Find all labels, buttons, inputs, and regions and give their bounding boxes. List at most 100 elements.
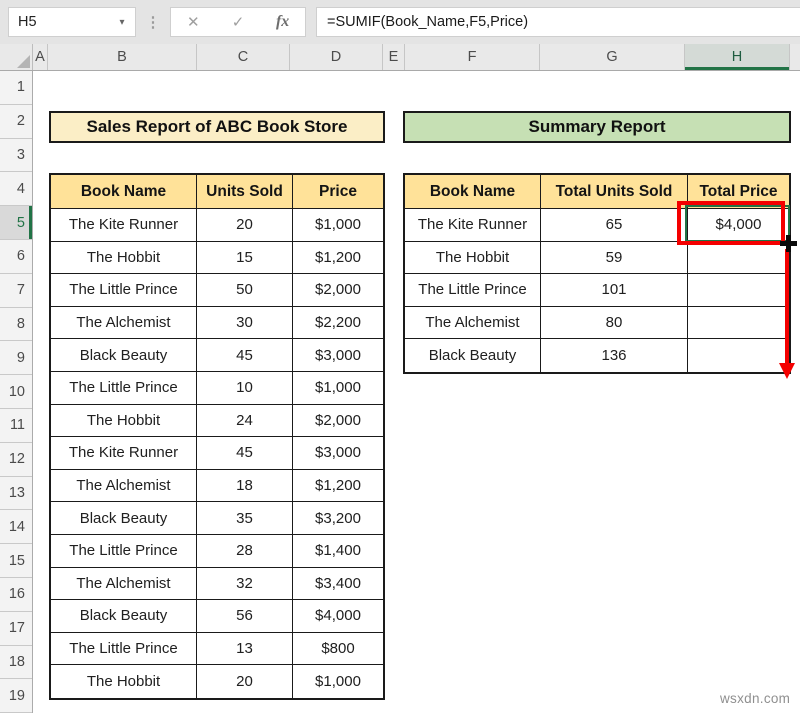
data-cell[interactable]: $2,200 [293, 306, 383, 340]
data-cell[interactable]: $2,000 [293, 274, 383, 307]
data-cell[interactable]: $3,200 [293, 502, 383, 535]
data-cell[interactable]: 20 [197, 209, 293, 242]
data-cell[interactable]: 13 [197, 632, 293, 666]
column-header-E[interactable]: E [383, 44, 405, 70]
data-cell[interactable]: $3,000 [293, 339, 383, 372]
row-header-18[interactable]: 18 [0, 646, 32, 680]
data-cell[interactable]: 20 [197, 665, 293, 698]
header-cell[interactable]: Book Name [51, 175, 197, 209]
column-header-C[interactable]: C [197, 44, 290, 70]
data-cell[interactable]: The Kite Runner [51, 209, 197, 242]
sales-report-title[interactable]: Sales Report of ABC Book Store [49, 111, 385, 143]
summary-report-title[interactable]: Summary Report [403, 111, 791, 143]
data-cell[interactable]: Black Beauty [51, 600, 197, 633]
data-cell[interactable]: The Little Prince [51, 632, 197, 666]
data-cell[interactable] [688, 241, 789, 275]
row-header-15[interactable]: 15 [0, 544, 32, 578]
data-cell[interactable] [688, 274, 789, 307]
column-header-D[interactable]: D [290, 44, 383, 70]
data-cell[interactable]: The Hobbit [51, 665, 197, 698]
data-cell[interactable]: 30 [197, 306, 293, 340]
data-cell[interactable]: The Little Prince [51, 371, 197, 405]
name-box-value[interactable]: H5 [18, 14, 37, 30]
row-header-10[interactable]: 10 [0, 375, 32, 409]
data-cell[interactable]: 28 [197, 534, 293, 568]
column-header-H[interactable]: H [685, 44, 790, 70]
data-cell[interactable]: The Hobbit [51, 241, 197, 275]
data-cell[interactable]: The Hobbit [51, 404, 197, 438]
data-cell[interactable]: 32 [197, 567, 293, 601]
row-header-1[interactable]: 1 [0, 71, 32, 105]
data-cell[interactable]: The Little Prince [405, 274, 541, 307]
data-cell[interactable]: The Kite Runner [405, 209, 541, 242]
name-box-dropdown-icon[interactable]: ▾ [119, 16, 125, 28]
data-cell[interactable]: Black Beauty [51, 339, 197, 372]
row-header-8[interactable]: 8 [0, 308, 32, 342]
data-cell[interactable] [688, 339, 789, 372]
data-cell[interactable]: 136 [541, 339, 688, 372]
row-header-9[interactable]: 9 [0, 341, 32, 376]
data-cell[interactable]: The Little Prince [51, 274, 197, 307]
header-cell[interactable]: Book Name [405, 175, 541, 209]
row-header-16[interactable]: 16 [0, 578, 32, 612]
data-cell[interactable]: 10 [197, 371, 293, 405]
data-cell[interactable]: $2,000 [293, 404, 383, 438]
data-cell[interactable]: $1,000 [293, 209, 383, 242]
formula-text[interactable]: =SUMIF(Book_Name,F5,Price) [327, 14, 529, 30]
data-cell[interactable]: 65 [541, 209, 688, 242]
data-cell[interactable]: $4,000 [293, 600, 383, 633]
column-header-partial[interactable] [790, 44, 800, 70]
row-header-2[interactable]: 2 [0, 105, 32, 139]
data-cell[interactable]: 59 [541, 241, 688, 275]
fill-handle-cursor-icon[interactable] [780, 235, 797, 252]
data-cell[interactable]: $1,000 [293, 665, 383, 698]
select-all-button[interactable] [0, 44, 33, 70]
row-header-6[interactable]: 6 [0, 240, 32, 274]
data-cell[interactable]: 45 [197, 437, 293, 470]
column-header-A[interactable]: A [33, 44, 48, 70]
data-cell[interactable]: The Alchemist [51, 306, 197, 340]
data-cell[interactable]: 24 [197, 404, 293, 438]
data-cell[interactable]: The Little Prince [51, 534, 197, 568]
header-cell[interactable]: Total Units Sold [541, 175, 688, 209]
data-cell[interactable]: The Alchemist [405, 306, 541, 340]
row-header-19[interactable]: 19 [0, 679, 32, 713]
row-header-12[interactable]: 12 [0, 443, 32, 477]
row-header-3[interactable]: 3 [0, 139, 32, 173]
header-cell[interactable]: Price [293, 175, 383, 209]
row-header-14[interactable]: 14 [0, 510, 32, 545]
data-cell[interactable]: $800 [293, 632, 383, 666]
data-cell[interactable]: 101 [541, 274, 688, 307]
insert-function-icon[interactable]: fx [275, 13, 290, 30]
data-cell[interactable]: The Hobbit [405, 241, 541, 275]
row-header-11[interactable]: 11 [0, 409, 32, 443]
data-cell[interactable]: 18 [197, 469, 293, 503]
data-cell[interactable]: 35 [197, 502, 293, 535]
data-cell[interactable]: The Kite Runner [51, 437, 197, 470]
data-cell[interactable]: $1,000 [293, 371, 383, 405]
data-cell[interactable]: The Alchemist [51, 469, 197, 503]
column-header-G[interactable]: G [540, 44, 685, 70]
name-box[interactable]: H5 ▾ [8, 7, 136, 37]
row-header-17[interactable]: 17 [0, 612, 32, 646]
data-cell[interactable]: $3,400 [293, 567, 383, 601]
data-cell[interactable]: $4,000 [688, 209, 789, 242]
data-cell[interactable]: 50 [197, 274, 293, 307]
data-cell[interactable]: 80 [541, 306, 688, 340]
data-cell[interactable] [688, 306, 789, 340]
data-cell[interactable]: $1,200 [293, 469, 383, 503]
toolbar-more-icon[interactable]: ⋮ [145, 14, 161, 31]
data-cell[interactable]: The Alchemist [51, 567, 197, 601]
column-header-B[interactable]: B [48, 44, 197, 70]
data-cell[interactable]: Black Beauty [405, 339, 541, 372]
data-cell[interactable]: 45 [197, 339, 293, 372]
row-header-4[interactable]: 4 [0, 172, 32, 207]
data-cell[interactable]: 15 [197, 241, 293, 275]
data-cell[interactable]: $1,200 [293, 241, 383, 275]
column-header-F[interactable]: F [405, 44, 540, 70]
cancel-icon[interactable]: ✕ [187, 14, 200, 31]
row-header-7[interactable]: 7 [0, 274, 32, 308]
data-cell[interactable]: Black Beauty [51, 502, 197, 535]
header-cell[interactable]: Units Sold [197, 175, 293, 209]
row-header-13[interactable]: 13 [0, 477, 32, 511]
